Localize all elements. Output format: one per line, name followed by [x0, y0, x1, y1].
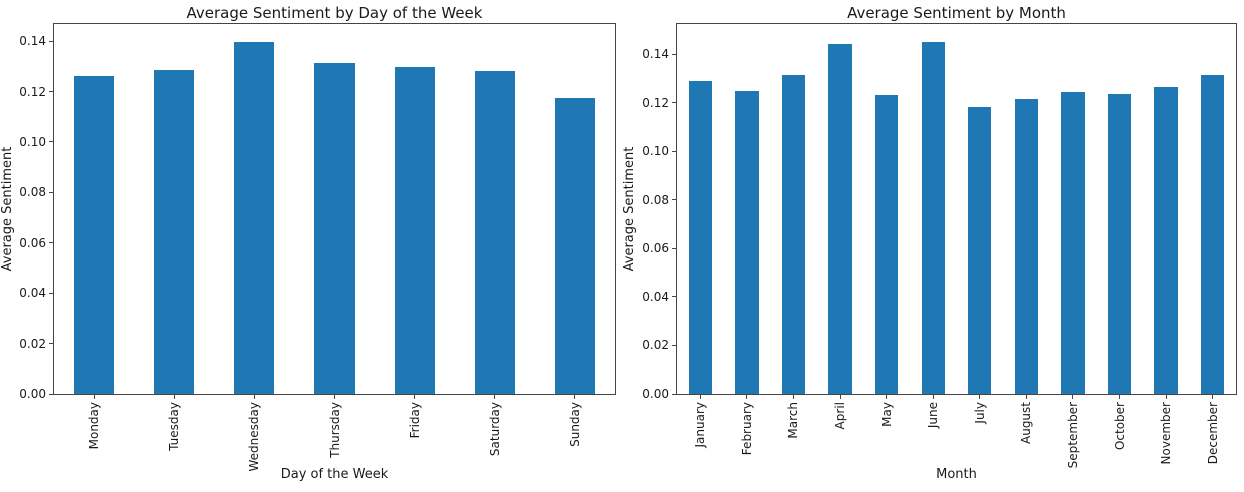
y-tick-mark — [49, 343, 53, 345]
y-tick-label: 0.02 — [19, 336, 46, 351]
x-tick-mark — [792, 395, 794, 399]
bar-november — [1154, 87, 1178, 394]
bar-march — [781, 75, 806, 394]
x-tick-mark — [414, 395, 416, 399]
x-tick-mark — [746, 395, 748, 399]
y-tick-label: 0.08 — [19, 185, 46, 200]
x-tick-mark — [979, 395, 981, 399]
y-tick-mark — [49, 40, 53, 42]
x-tick-label: November — [1159, 402, 1174, 465]
y-tick-label: 0.02 — [642, 338, 669, 353]
bar-tuesday — [154, 70, 195, 394]
y-tick-mark — [49, 191, 53, 193]
y-tick-mark — [49, 91, 53, 93]
y-tick-mark — [672, 199, 676, 201]
y-tick-mark — [49, 292, 53, 294]
bar-friday — [394, 66, 435, 394]
x-tick-label: May — [879, 402, 894, 427]
bar-december — [1201, 74, 1225, 394]
y-tick-label: 0.04 — [642, 289, 669, 304]
plot-area — [676, 23, 1237, 395]
x-tick-mark — [1165, 395, 1167, 399]
x-tick-mark — [574, 395, 576, 399]
y-tick-mark — [672, 53, 676, 55]
y-tick-mark — [49, 393, 53, 395]
x-tick-label: February — [739, 402, 754, 456]
y-axis-label: Average Sentiment — [0, 146, 15, 272]
bar-sunday — [554, 98, 595, 394]
x-tick-mark — [839, 395, 841, 399]
y-tick-label: 0.08 — [642, 192, 669, 207]
y-tick-mark — [49, 141, 53, 143]
bar-june — [921, 41, 945, 394]
x-tick-mark — [494, 395, 496, 399]
y-tick-label: 0.00 — [642, 387, 669, 401]
y-tick-label: 0.04 — [19, 286, 46, 301]
bar-february — [735, 90, 759, 394]
x-tick-mark — [932, 395, 934, 399]
x-tick-label: Tuesday — [167, 402, 182, 451]
bar-wednesday — [234, 41, 275, 394]
x-tick-label: Monday — [87, 402, 102, 450]
y-tick-label: 0.14 — [642, 47, 669, 62]
x-tick-label: July — [972, 402, 987, 424]
bar-october — [1107, 93, 1132, 394]
x-tick-mark — [1212, 395, 1214, 399]
x-tick-mark — [699, 395, 701, 399]
bar-monday — [74, 76, 115, 394]
x-tick-label: October — [1112, 402, 1127, 451]
x-tick-label: December — [1205, 402, 1220, 465]
y-tick-mark — [672, 296, 676, 298]
y-tick-mark — [672, 344, 676, 346]
day-of-week-chart: Average Sentiment by Day of the Week Ave… — [0, 4, 616, 482]
chart-title: Average Sentiment by Month — [847, 4, 1066, 22]
y-tick-label: 0.06 — [19, 235, 46, 250]
y-tick-label: 0.10 — [642, 144, 669, 159]
x-tick-label: Sunday — [567, 402, 582, 447]
x-tick-mark — [334, 395, 335, 399]
y-tick-mark — [672, 247, 676, 249]
x-tick-label: Saturday — [487, 402, 502, 457]
y-tick-label: 0.14 — [19, 34, 46, 49]
y-tick-label: 0.12 — [19, 84, 46, 99]
bar-july — [968, 107, 992, 394]
x-tick-label: March — [786, 402, 801, 439]
x-tick-mark — [253, 395, 255, 399]
x-tick-label: Thursday — [327, 402, 342, 458]
x-tick-label: Wednesday — [247, 402, 262, 472]
x-tick-label: Friday — [407, 402, 422, 439]
bar-april — [828, 43, 852, 394]
x-tick-mark — [886, 395, 888, 399]
x-tick-label: April — [833, 402, 848, 430]
bar-thursday — [314, 62, 355, 394]
month-chart: Average Sentiment by Month Average Senti… — [622, 0, 1244, 492]
x-axis-label: Day of the Week — [280, 467, 389, 482]
y-tick-mark — [672, 102, 676, 104]
x-tick-label: August — [1019, 402, 1034, 444]
x-tick-mark — [1119, 395, 1121, 399]
y-tick-label: 0.10 — [19, 134, 46, 149]
y-tick-mark — [672, 393, 676, 395]
y-tick-label: 0.06 — [642, 241, 669, 256]
y-tick-mark — [49, 242, 53, 244]
y-tick-label: 0.00 — [19, 387, 46, 401]
x-tick-mark — [173, 395, 175, 399]
bar-saturday — [474, 71, 515, 394]
x-tick-label: September — [1065, 402, 1080, 469]
bar-september — [1061, 91, 1085, 394]
y-tick-mark — [672, 150, 676, 152]
chart-title: Average Sentiment by Day of the Week — [186, 4, 483, 22]
x-axis-label: Month — [936, 467, 977, 482]
x-tick-mark — [1072, 395, 1074, 399]
bar-january — [688, 81, 712, 394]
x-tick-mark — [93, 395, 95, 399]
bar-may — [874, 94, 899, 394]
x-tick-label: June — [926, 402, 941, 429]
x-tick-mark — [1025, 395, 1027, 399]
x-tick-label: January — [693, 402, 708, 448]
y-tick-label: 0.12 — [642, 95, 669, 110]
bar-august — [1014, 99, 1038, 394]
